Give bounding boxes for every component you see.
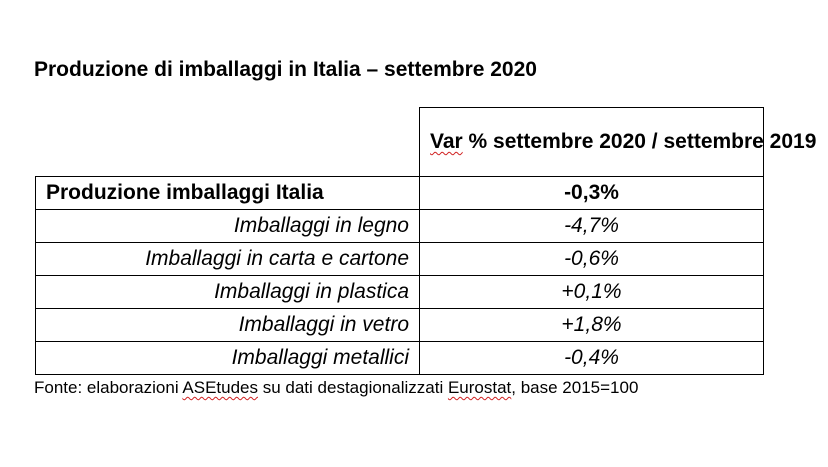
row-label-total: Produzione imballaggi Italia [35,176,420,210]
table-row: Imballaggi in vetro +1,8% [35,308,764,342]
header-var-cell: Var % settembre 2020 / settembre 2019 [419,107,816,177]
row-label: Imballaggi metallici [35,341,420,375]
header-var-word: Var [430,130,463,153]
source-note: Fonte: elaborazioni ASEtudes su dati des… [34,378,638,398]
table-row: Imballaggi metallici -0,4% [35,341,764,375]
row-label: Imballaggi in plastica [35,275,420,309]
page-title: Produzione di imballaggi in Italia – set… [34,58,537,81]
table-header-row: Var % settembre 2020 / settembre 2019 [35,107,816,177]
row-label: Imballaggi in carta e cartone [35,242,420,276]
row-value: +0,1% [419,275,764,309]
header-var-text: % settembre 2020 / settembre 2019 [462,130,817,153]
source-text-part3: , base 2015=100 [511,378,639,397]
table-row-total: Produzione imballaggi Italia -0,3% [35,176,764,210]
row-value: +1,8% [419,308,764,342]
table-row: Imballaggi in carta e cartone -0,6% [35,242,764,276]
production-table: Var % settembre 2020 / settembre 2019 Pr… [35,107,816,375]
source-text-part1: Fonte: elaborazioni [34,378,183,397]
row-value: -4,7% [419,209,764,243]
row-label: Imballaggi in vetro [35,308,420,342]
table-row: Imballaggi in legno -4,7% [35,209,764,243]
source-eurostat: Eurostat [447,378,512,397]
row-value: -0,4% [419,341,764,375]
row-label: Imballaggi in legno [35,209,420,243]
source-text-part2: su dati destagionalizzati [258,378,448,397]
header-empty-cell [35,107,420,177]
table-row: Imballaggi in plastica +0,1% [35,275,764,309]
row-value: -0,6% [419,242,764,276]
source-asetudes: ASEtudes [182,378,258,397]
row-value-total: -0,3% [419,176,764,210]
